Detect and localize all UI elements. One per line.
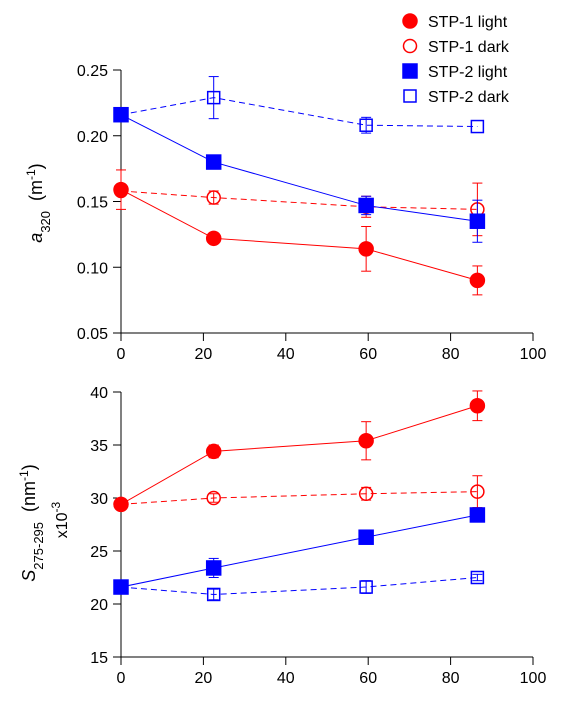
x-tick-label: 20 [195,346,213,363]
y-tick-label: 40 [90,385,108,402]
panel-absorption: a320 (m-1) 0 20 40 60 80 100 0.05 0.10 0.15 0.20 0… [24,63,546,363]
data-point [469,272,486,289]
legend-marker-stp2-light [402,63,418,79]
series-line [120,114,478,222]
data-point [359,580,373,594]
ylabel-unit-close: ) [19,464,39,470]
data-point [358,433,374,449]
ylabel-unit-sup: -1 [24,169,38,180]
x-tick-label: 80 [442,346,460,363]
y-tick-label: 15 [90,650,108,667]
legend-marker-stp2-dark [403,89,417,103]
legend-item-stp1-light: STP-1 light [402,13,508,31]
legend-item-stp2-light: STP-2 light [402,63,508,81]
ylabel-sub: 275-295 [31,522,46,570]
y-tick-label: 35 [90,438,108,455]
series-line [120,97,478,128]
data-point [469,507,486,523]
data-point [205,230,222,247]
data-point [359,118,373,132]
ylabel-unit-close: ) [26,163,46,169]
series-stp-1-light [113,390,486,513]
legend-item-stp1-dark: STP-1 dark [402,38,510,56]
y-tick-label: 0.05 [77,326,108,343]
y-tick-label: 0.20 [77,129,108,146]
data-point [113,497,129,512]
data-point [205,560,222,576]
y-tick-label: 25 [90,544,108,561]
data-point [205,443,222,460]
data-point [206,490,221,506]
y-tick-label: 30 [90,491,108,508]
y-axis-multiplier: x10-3 [49,501,71,538]
data-point [470,570,485,585]
data-point [470,484,485,499]
legend-label-stp1-light: STP-1 light [428,14,508,31]
data-point [469,213,486,229]
legend-label-stp1-dark: STP-1 dark [428,39,510,56]
x-tick-label: 60 [359,670,377,687]
legend-marker-stp1-light [402,13,418,29]
data-point [114,107,128,122]
y-tick-label: 0.15 [77,195,108,212]
data-point [358,197,374,214]
x-tick-label: 80 [442,670,460,687]
y-tick-label: 20 [90,597,108,614]
ylabel-unit-open: (m [26,180,46,211]
series-stp-2-light [113,507,486,595]
data-point [358,241,374,257]
series-stp-1-dark [113,475,485,512]
data-point [358,529,374,545]
legend-label-stp2-light: STP-2 light [428,64,508,81]
data-point [206,587,221,602]
series-line [120,190,478,210]
x-tick-label: 20 [195,670,213,687]
data-point [358,486,374,502]
data-point [113,183,129,199]
data-point [114,580,128,594]
ylabel-unit-sup: -1 [17,470,31,481]
y-axis-label-absorption: a320 (m-1) [24,163,53,242]
x-tick-label: 0 [117,346,126,363]
ylabel-main: a [26,233,46,243]
ylabel-sub: 320 [38,211,53,233]
series-stp-2-dark [114,76,485,134]
series-stp-2-light [113,106,486,243]
data-point [205,154,222,170]
multiplier-exp: -3 [49,501,63,512]
data-point [470,119,485,134]
legend-marker-stp1-dark [402,38,418,54]
series-stp-1-light [113,169,486,296]
series-stp-2-dark [114,570,485,602]
series-line [120,491,478,505]
series-line [120,514,478,588]
x-tick-label: 100 [520,670,547,687]
data-point [469,398,486,414]
multiplier-base: x10 [54,512,71,538]
x-tick-label: 40 [277,346,295,363]
series-stp-1-dark [113,182,485,237]
x-tick-label: 0 [117,670,126,687]
data-point [206,90,221,105]
data-point [206,190,221,205]
y-tick-label: 0.10 [77,260,108,277]
ylabel-main: S [19,570,39,582]
panel-slope: S275-295 (nm-1) x10-3 0 20 40 60 80 100 15 20 25… [17,385,546,687]
ylabel-unit-open: (nm [19,481,39,522]
y-axis-label-slope: S275-295 (nm-1) [17,464,46,581]
legend: STP-1 light STP-1 dark STP-2 light STP-2… [402,13,510,106]
legend-label-stp2-dark: STP-2 dark [428,89,510,106]
x-tick-label: 60 [359,346,377,363]
x-tick-label: 40 [277,670,295,687]
x-tick-label: 100 [520,346,547,363]
y-tick-label: 0.25 [77,63,108,80]
series-line [120,405,478,505]
series-line [120,577,478,595]
series-line [120,189,478,281]
legend-item-stp2-dark: STP-2 dark [403,89,510,106]
